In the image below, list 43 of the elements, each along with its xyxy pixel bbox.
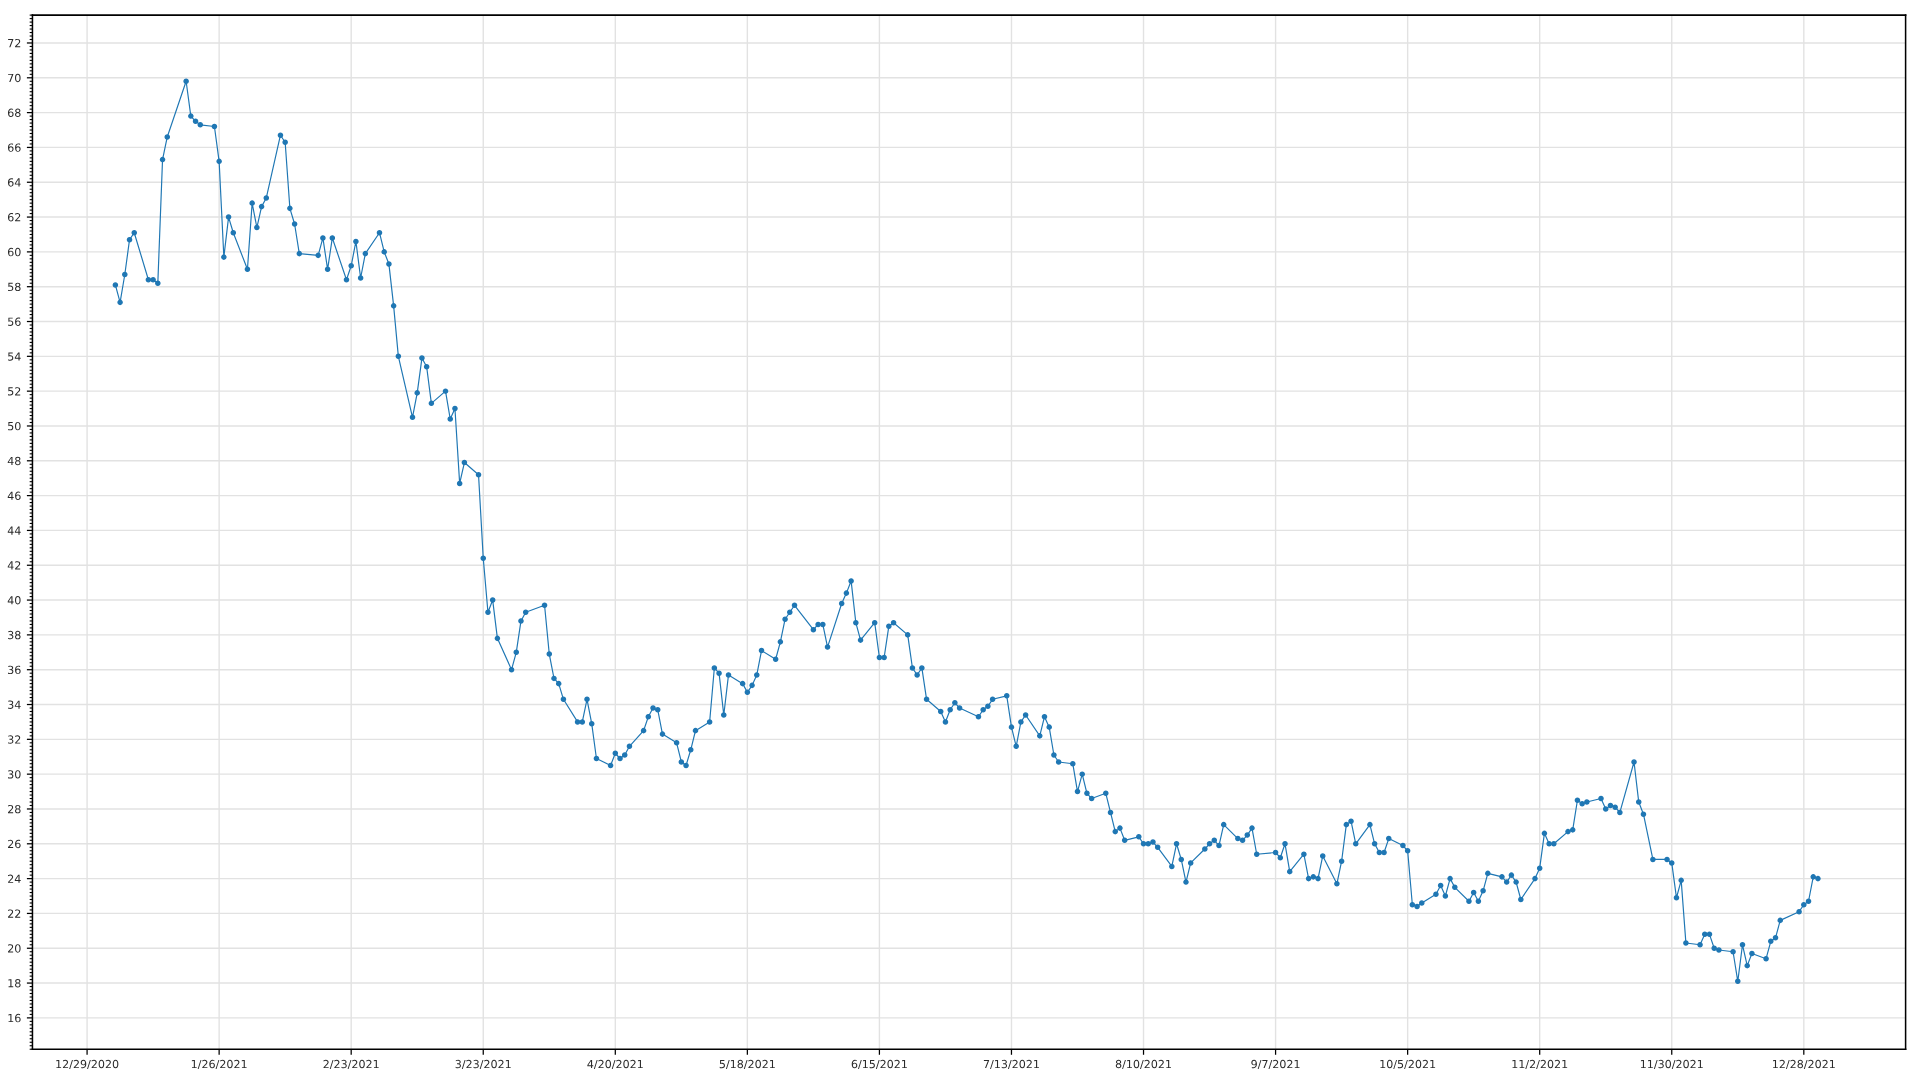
x-tick-label: 6/15/2021	[851, 1059, 907, 1070]
y-tick-label: 44	[7, 526, 21, 535]
y-tick-label: 52	[8, 387, 21, 396]
x-tick-label: 4/20/2021	[587, 1059, 643, 1070]
y-tick-label: 18	[8, 979, 21, 988]
y-tick-label: 62	[7, 213, 21, 222]
x-tick-label: 3/23/2021	[455, 1059, 511, 1070]
x-tick-label: 12/28/2021	[1773, 1059, 1835, 1070]
y-tick-label: 48	[7, 456, 21, 466]
y-tick-label: 54	[8, 352, 21, 361]
y-tick-label: 66	[7, 143, 21, 152]
x-tick-label: 8/10/2021	[1115, 1059, 1171, 1070]
y-tick-label: 68	[7, 108, 21, 117]
y-tick-label: 28	[8, 804, 21, 814]
y-tick-label: 40	[7, 596, 21, 605]
y-tick-label: 26	[8, 839, 21, 849]
y-tick-label: 32	[8, 735, 21, 744]
y-tick-label: 36	[8, 665, 21, 675]
y-tick-label: 50	[8, 421, 21, 431]
y-tick-label: 30	[8, 770, 21, 779]
y-tick-label: 24	[8, 874, 21, 883]
x-tick-label: 11/30/2021	[1640, 1059, 1703, 1070]
y-tick-label: 38	[8, 630, 21, 640]
x-tick-label: 12/29/2020	[56, 1059, 119, 1070]
y-tick-label: 56	[8, 317, 21, 326]
x-tick-label: 11/2/2021	[1512, 1059, 1568, 1070]
x-tick-label: 10/5/2021	[1380, 1059, 1436, 1070]
y-tick-label: 42	[7, 561, 21, 570]
y-tick-label: 34	[8, 700, 21, 709]
x-tick-label: 1/26/2021	[191, 1059, 247, 1070]
y-tick-label: 70	[8, 73, 21, 83]
y-tick-label: 60	[7, 247, 21, 257]
y-tick-label: 64	[7, 178, 21, 187]
y-tick-label: 58	[8, 282, 21, 292]
x-tick-label: 7/13/2021	[983, 1059, 1039, 1070]
x-tick-label: 5/18/2021	[719, 1059, 775, 1070]
y-tick-label: 16	[8, 1013, 21, 1023]
y-tick-label: 72	[8, 38, 21, 48]
y-tick-label: 20	[8, 944, 21, 953]
x-tick-label: 2/23/2021	[323, 1059, 379, 1070]
y-tick-label: 46	[7, 491, 21, 500]
x-tick-label: 9/7/2021	[1251, 1059, 1300, 1070]
y-tick-label: 22	[8, 909, 21, 918]
